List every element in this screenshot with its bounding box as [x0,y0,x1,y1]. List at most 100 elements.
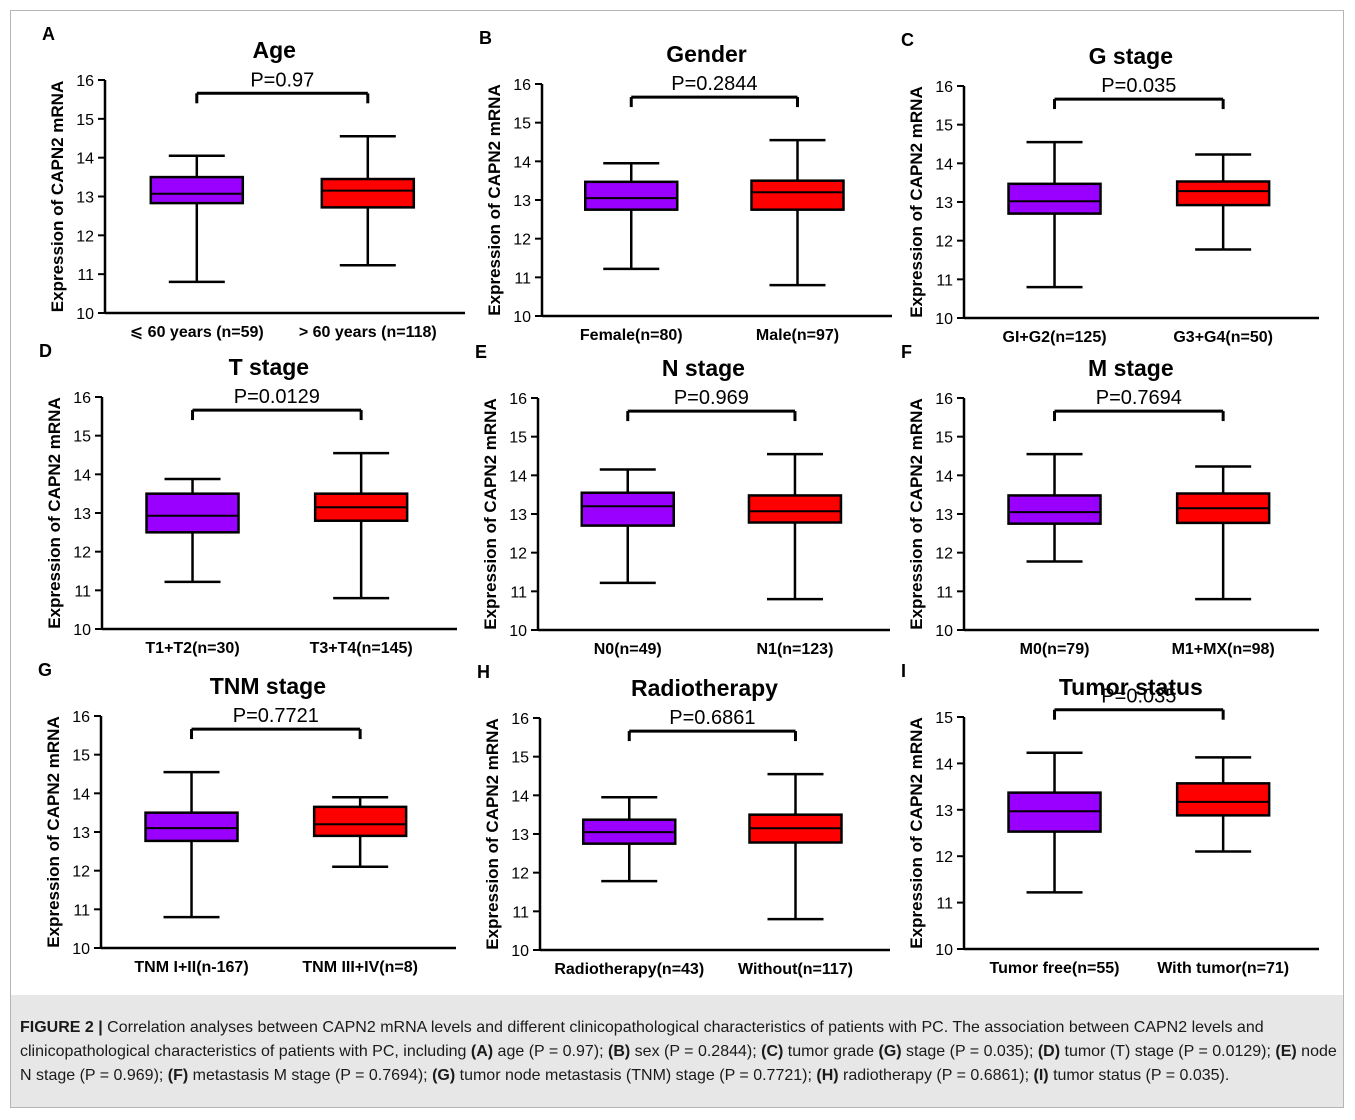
y-tick-label: 14 [935,756,953,773]
y-axis-label: Expression of CAPN2 mRNA [907,86,926,317]
caption-label-a: (A) [470,1043,494,1060]
y-tick-label: 16 [72,709,90,726]
panel-letter: H [477,662,490,682]
caption-text-d: tumor (T) stage (P = 0.0129); [1060,1043,1276,1060]
y-tick-label: 13 [511,827,529,844]
panel-letter: B [479,28,492,48]
y-tick-label: 13 [76,190,94,207]
panel-letter: D [39,341,52,361]
panel-g: G TNM stage Expression of CAPN2 mRNA 10 11 12… [38,660,456,976]
box-1 [1007,751,1102,894]
caption-band [11,995,1343,1107]
category-label: TNM III+IV(n=8) [302,959,418,976]
panel-a: A Age Expression of CAPN2 mRNA 10 11 12 13 14 15… [42,24,465,341]
figure-caption: FIGURE 2 | Correlation analyses between … [20,1016,1338,1088]
box-1 [584,162,679,271]
y-tick-label: 16 [935,391,953,408]
panel-letter: E [475,342,487,362]
box-2 [1175,756,1271,853]
box-2 [1175,465,1271,601]
box-2 [312,795,408,869]
category-label: TNM I+II(n-167) [134,959,248,976]
iqr-box [149,175,245,205]
chart-title: Age [252,37,295,63]
y-tick-label: 13 [935,507,953,524]
caption-text-e: node N stage (P = 0.969); [20,1043,1337,1084]
y-tick-label: 14 [73,467,91,484]
iqr-box [145,492,240,534]
y-tick-label: 13 [72,825,90,842]
y-tick-label: 10 [76,306,94,323]
iqr-box [312,805,408,838]
caption-label-i: (I) [1033,1067,1049,1084]
panel-f: F M stage Expression of CAPN2 mRNA 10 11 12 13… [901,342,1319,658]
category-label: Female(n=80) [580,327,683,344]
y-tick-label: 11 [510,584,527,601]
y-tick-label: 16 [509,391,527,408]
category-label: Male(n=97) [756,327,839,344]
p-value-label: P=0.0129 [234,386,320,408]
iqr-box [1175,180,1271,207]
caption-label-e: (E) [1275,1043,1297,1060]
box-2 [1175,153,1271,251]
y-tick-label: 15 [935,118,953,135]
category-label: Radiotherapy(n=43) [554,961,704,978]
y-tick-label: 12 [72,864,90,881]
y-tick-label: 12 [509,546,527,563]
panel-letter: F [901,342,912,362]
caption-label-b: (B) [608,1043,631,1060]
y-tick-label: 11 [77,267,94,284]
y-axis-label: Expression of CAPN2 mRNA [907,717,926,948]
y-axis-label: Expression of CAPN2 mRNA [45,397,64,628]
caption-text-h: radiotherapy (P = 0.6861); [838,1067,1034,1084]
y-tick-label: 11 [73,902,90,919]
y-tick-label: 12 [935,849,953,866]
iqr-box [750,179,845,211]
caption-label-h: (H) [816,1067,839,1084]
panel-e: E N stage Expression of CAPN2 mRNA 10 11 12 13… [475,342,890,658]
y-tick-label: 11 [74,583,91,600]
iqr-box [584,180,679,211]
y-tick-label: 12 [76,228,94,245]
p-value-label: P=0.7721 [233,705,319,727]
y-axis-label: Expression of CAPN2 mRNA [483,718,502,949]
y-tick-label: 12 [513,232,531,249]
figure-frame [10,10,1344,1108]
y-tick-label: 14 [72,786,90,803]
y-tick-label: 11 [512,904,529,921]
box-2 [750,138,845,287]
y-tick-label: 16 [73,390,91,407]
chart-title: Tumor status [1059,674,1203,700]
y-tick-label: 14 [76,151,94,168]
y-axis-label: Expression of CAPN2 mRNA [485,84,504,315]
category-label: With tumor(n=71) [1157,960,1289,977]
category-label: T1+T2(n=30) [145,640,239,657]
y-tick-label: 12 [935,234,953,251]
y-tick-label: 10 [511,943,529,960]
iqr-box [1007,182,1102,215]
caption-label-c: (C) [761,1043,784,1060]
p-value-label: P=0.035 [1101,686,1176,708]
iqr-box [747,494,843,524]
p-value-label: P=0.969 [674,387,749,409]
y-axis-label: Expression of CAPN2 mRNA [48,81,67,312]
y-tick-label: 11 [514,270,531,287]
caption-text-f: metastasis M stage (P = 0.7694); [188,1067,433,1084]
y-tick-label: 15 [513,116,531,133]
y-axis-label: Expression of CAPN2 mRNA [44,716,63,947]
panel-c: C G stage Expression of CAPN2 mRNA 10 11 12 13… [901,30,1319,346]
chart-title: G stage [1089,43,1173,69]
y-tick-label: 10 [935,311,953,328]
chart-title: T stage [229,354,310,380]
y-tick-label: 16 [76,73,94,90]
category-label: T3+T4(n=145) [310,640,413,657]
y-axis-label: Expression of CAPN2 mRNA [481,398,500,629]
y-tick-label: 13 [935,195,953,212]
y-axis-label: Expression of CAPN2 mRNA [907,398,926,629]
iqr-box [1175,782,1271,817]
panel-d: D T stage Expression of CAPN2 mRNA 10 11 12 13… [39,341,457,657]
box-1 [582,796,677,883]
y-tick-label: 12 [73,545,91,562]
y-tick-label: 11 [936,896,953,913]
panel-i: I Tumor status Expression of CAPN2 mRNA 10 1… [901,661,1319,977]
